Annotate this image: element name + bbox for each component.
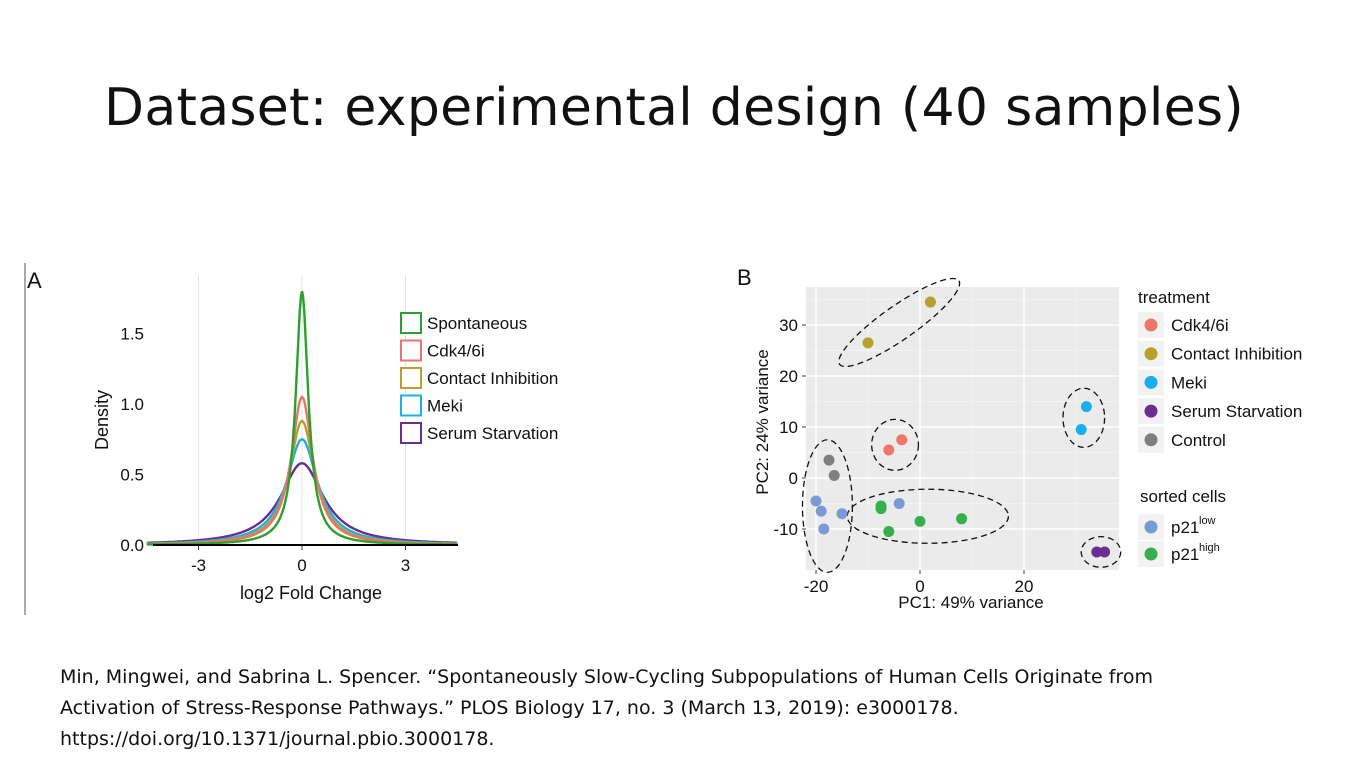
citation-line-1: Min, Mingwei, and Sabrina L. Spencer. “S… [60, 666, 1153, 688]
sorted-legend-dot [1144, 520, 1158, 534]
pca-point [896, 434, 908, 446]
density-legend-key [400, 394, 422, 417]
pca-point [1080, 401, 1092, 413]
density-x-tick-label: -3 [191, 556, 206, 575]
pca-panel: B -20 0 20 -10 0 10 20 30 PC1: 49% variance PC… [720, 255, 1360, 625]
panel-b-label: B [737, 265, 752, 290]
density-x-tick-label: 3 [401, 556, 410, 575]
density-legend-label: Contact Inhibition [427, 369, 558, 388]
pca-point [815, 505, 827, 517]
density-y-tick-label: 1.5 [120, 325, 144, 344]
pca-point [956, 513, 968, 525]
pca-point [924, 296, 936, 308]
density-legend-key [400, 312, 422, 334]
pca-point [818, 523, 830, 535]
pca-chart: B -20 0 20 -10 0 10 20 30 PC1: 49% variance PC… [737, 265, 1302, 612]
density-gridlines [198, 275, 406, 545]
pca-y-tick-label: 30 [779, 316, 798, 335]
treatment-legend-label: Serum Starvation [1171, 402, 1302, 421]
density-x-ticks: -3 0 3 [191, 545, 410, 575]
pca-point [862, 337, 874, 349]
treatment-legend: Cdk4/6i Contact Inhibition Meki Serum Starv… [1138, 312, 1302, 453]
pca-point [875, 503, 887, 515]
treatment-legend-label: Contact Inhibition [1171, 345, 1302, 364]
pca-point [810, 495, 822, 507]
pca-x-axis-label: PC1: 49% variance [898, 593, 1044, 612]
density-curve [146, 461, 458, 544]
pca-y-axis-label: PC2: 24% variance [753, 349, 772, 495]
density-y-axis-label: Density [92, 390, 112, 450]
density-y-ticks: 0.0 0.5 1.0 1.5 [120, 325, 144, 556]
citation-line-2: Activation of Stress-Response Pathways.”… [60, 697, 959, 719]
slide-title: Dataset: experimental design (40 samples… [104, 78, 1244, 138]
density-curves [146, 290, 458, 546]
density-chart: A -3 0 3 0.0 0.5 1.0 1.5 log2 Fold Change Den… [24, 263, 558, 615]
density-y-tick-label: 1.0 [120, 395, 144, 414]
pca-points [810, 296, 1111, 558]
density-panel: A -3 0 3 0.0 0.5 1.0 1.5 log2 Fold Change Den… [0, 255, 600, 625]
citation: Min, Mingwei, and Sabrina L. Spencer. “S… [60, 662, 1340, 755]
pca-y-tick-label: 20 [779, 367, 798, 386]
pca-plot-background [806, 287, 1119, 570]
treatment-legend-label: Meki [1171, 373, 1207, 392]
pca-y-tick-label: 0 [789, 469, 798, 488]
pca-point [883, 444, 895, 456]
treatment-legend-dot [1144, 404, 1158, 418]
pca-cluster-ellipses [801, 277, 1122, 574]
pca-x-ticks: -20 0 20 [804, 570, 1034, 596]
density-y-tick-label: 0.5 [120, 466, 144, 485]
treatment-legend-label: Cdk4/6i [1171, 316, 1229, 335]
pca-x-tick-label: -20 [804, 577, 829, 596]
pca-x-tick-label: 20 [1015, 577, 1034, 596]
pca-point [1099, 546, 1111, 558]
pca-point [823, 454, 835, 466]
density-legend-key [400, 339, 422, 362]
pca-cluster-ellipse [870, 418, 920, 472]
pca-point [1091, 546, 1103, 558]
density-curve [146, 290, 458, 546]
pca-y-ticks: -10 0 10 20 30 [773, 316, 806, 539]
sorted-legend-label: p21 [1171, 518, 1199, 537]
pca-point [828, 469, 840, 481]
sorted-legend-superscript: low [1199, 515, 1216, 527]
treatment-legend-dot [1144, 433, 1158, 447]
sorted-legend-label: p21 [1171, 545, 1199, 564]
pca-cluster-ellipse [838, 277, 961, 368]
pca-point [836, 508, 848, 520]
density-x-axis-label: log2 Fold Change [240, 583, 382, 603]
density-y-tick-label: 0.0 [120, 536, 144, 555]
pca-y-tick-label: 10 [779, 418, 798, 437]
pca-cluster-ellipse [846, 488, 1010, 544]
density-legend-key [400, 422, 422, 444]
panel-a-label: A [27, 268, 42, 293]
sorted-legend-title: sorted cells [1140, 487, 1226, 506]
pca-cluster-ellipse [1080, 536, 1122, 568]
pca-point [893, 498, 905, 509]
density-legend-label: Serum Starvation [427, 424, 558, 443]
pca-cluster-ellipse [1062, 387, 1106, 449]
density-legend-label: Spontaneous [427, 314, 527, 333]
pca-x-tick-label: 0 [915, 577, 924, 596]
pca-y-tick-label: -10 [773, 520, 798, 539]
pca-point [914, 515, 926, 527]
density-legend-label: Meki [427, 397, 463, 416]
treatment-legend-title: treatment [1138, 288, 1210, 307]
sorted-legend-dot [1144, 547, 1158, 561]
treatment-legend-dot [1144, 347, 1158, 361]
density-legend-label: Cdk4/6i [427, 342, 485, 361]
density-x-tick-label: 0 [297, 556, 306, 575]
density-legend: Spontaneous Cdk4/6i Contact Inhibition Meki… [400, 312, 558, 444]
pca-point [883, 526, 895, 538]
density-legend-key [400, 367, 422, 389]
treatment-legend-label: Control [1171, 431, 1226, 450]
sorted-legend-superscript: high [1199, 542, 1220, 554]
treatment-legend-dot [1144, 318, 1158, 332]
pca-point [1075, 424, 1087, 436]
citation-line-3: https://doi.org/10.1371/journal.pbio.300… [60, 728, 495, 750]
treatment-legend-dot [1144, 375, 1158, 389]
